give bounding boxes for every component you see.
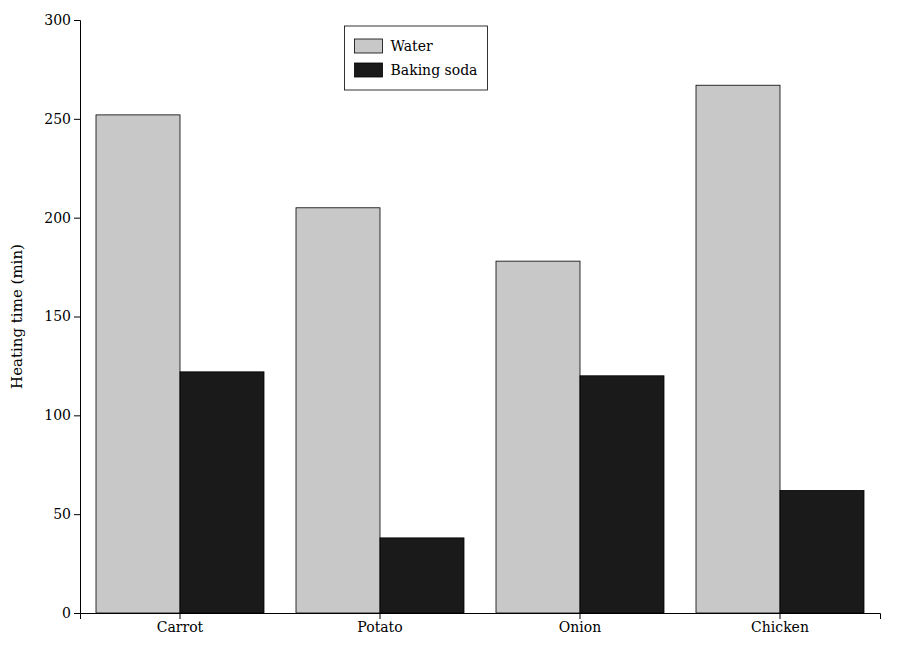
y-tick-mark: [74, 514, 80, 515]
x-tick-label: Carrot: [157, 619, 204, 635]
bar: [180, 372, 264, 613]
y-tick-label: 250: [44, 111, 71, 127]
plot: 0 50 100 150 200 250 300 Carrot Potato Onion Chick…: [8, 12, 881, 635]
x-tick-label: Onion: [559, 619, 601, 635]
bar: [380, 538, 464, 613]
x-axis: Carrot Potato Onion Chicken: [81, 613, 881, 635]
y-tick: 250: [44, 111, 80, 127]
legend-label: Water: [391, 38, 433, 54]
bar: [296, 208, 380, 613]
y-tick-mark: [74, 20, 80, 21]
y-axis-line: [74, 21, 81, 614]
bars: [96, 85, 864, 613]
x-tick: Potato: [357, 613, 402, 635]
y-tick-mark: [74, 613, 80, 614]
legend-item: Water: [355, 38, 433, 54]
bar: [580, 376, 664, 613]
y-tick-label: 100: [44, 407, 71, 423]
y-tick-label: 200: [44, 210, 71, 226]
y-tick: 100: [44, 407, 80, 423]
legend-swatch: [355, 63, 383, 77]
y-tick-label: 50: [53, 506, 71, 522]
y-tick: 150: [44, 308, 80, 324]
legend: Water Baking soda: [345, 26, 488, 90]
y-tick: 300: [44, 12, 80, 28]
y-tick-label: 0: [62, 605, 71, 621]
legend-item: Baking soda: [355, 62, 478, 78]
bar: [780, 490, 864, 613]
y-tick: 0: [62, 605, 80, 621]
legend-frame: [345, 26, 488, 90]
y-tick-mark: [74, 415, 80, 416]
y-tick-mark: [74, 119, 80, 120]
y-tick: 200: [44, 210, 80, 226]
chart: 0 50 100 150 200 250 300 Carrot Potato Onion Chick…: [0, 0, 900, 663]
y-tick-label: 300: [44, 12, 71, 28]
x-tick-label: Chicken: [751, 619, 809, 635]
x-tick-label: Potato: [357, 619, 402, 635]
y-tick-mark: [74, 317, 80, 318]
x-tick: Carrot: [157, 613, 204, 635]
series: [180, 372, 864, 613]
x-tick: Chicken: [751, 613, 809, 635]
y-tick-label: 150: [44, 308, 71, 324]
legend-label: Baking soda: [391, 62, 478, 78]
y-tick-mark: [74, 218, 80, 219]
y-axis: 0 50 100 150 200 250 300: [44, 12, 80, 621]
series: [96, 85, 780, 613]
bar: [496, 261, 580, 613]
bar: [696, 85, 780, 613]
y-tick: 50: [53, 506, 80, 522]
y-axis-title: Heating time (min): [8, 244, 26, 389]
bar: [96, 115, 180, 613]
x-tick: Onion: [559, 613, 601, 635]
legend-swatch: [355, 39, 383, 53]
